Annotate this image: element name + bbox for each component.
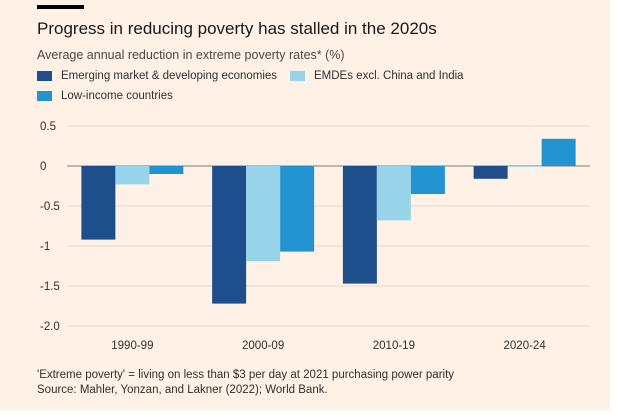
- legend-label-emde: Emerging market & developing economies: [61, 70, 278, 82]
- y-tick-label: -0.5: [40, 201, 60, 213]
- y-tick-label: 0.5: [40, 121, 56, 133]
- legend-item-emde: Emerging market & developing economies: [37, 70, 277, 82]
- bar: [473, 166, 508, 179]
- legend-label-lic: Low-income countries: [61, 90, 173, 102]
- y-tick-label: 0: [40, 161, 46, 173]
- y-tick-label: -2.0: [40, 321, 60, 333]
- bar: [149, 166, 184, 174]
- source-note: Source: Mahler, Yonzan, and Lakner (2022…: [37, 384, 328, 396]
- bar: [81, 166, 116, 240]
- legend-swatch-emde: [37, 71, 52, 81]
- bar: [541, 138, 576, 166]
- legend-swatch-emde-excl: [290, 71, 305, 81]
- chart-footer: 'Extreme poverty' = living on less than …: [37, 368, 454, 398]
- chart-subtitle: Average annual reduction in extreme pove…: [37, 48, 345, 62]
- bar: [507, 166, 542, 167]
- legend-swatch-lic: [37, 91, 52, 101]
- footnote: 'Extreme poverty' = living on less than …: [37, 369, 455, 381]
- bar: [246, 166, 281, 262]
- legend-item-lic: Low-income countries: [37, 90, 173, 102]
- x-tick-label: 2010-19: [373, 340, 415, 352]
- bar: [410, 166, 445, 194]
- bar: [342, 166, 377, 284]
- bar: [212, 166, 247, 304]
- bar: [280, 166, 315, 252]
- x-tick-label: 2000-09: [242, 340, 284, 352]
- bar: [376, 166, 411, 221]
- x-tick-label: 1990-99: [111, 340, 153, 352]
- frame-edge-bottom: [0, 410, 617, 415]
- chart-title: Progress in reducing poverty has stalled…: [37, 19, 437, 38]
- y-tick-label: -1: [40, 241, 50, 253]
- bar: [115, 166, 150, 185]
- frame-edge-right: [610, 0, 617, 415]
- x-tick-label: 2020-24: [504, 340, 547, 352]
- chart-legend: Emerging market & developing economies E…: [37, 70, 597, 106]
- legend-label-emde-excl: EMDEs excl. China and India: [314, 70, 464, 82]
- legend-item-emde-excl: EMDEs excl. China and India: [290, 70, 464, 82]
- y-tick-label: -1.5: [40, 281, 60, 293]
- brand-bar: [37, 5, 84, 9]
